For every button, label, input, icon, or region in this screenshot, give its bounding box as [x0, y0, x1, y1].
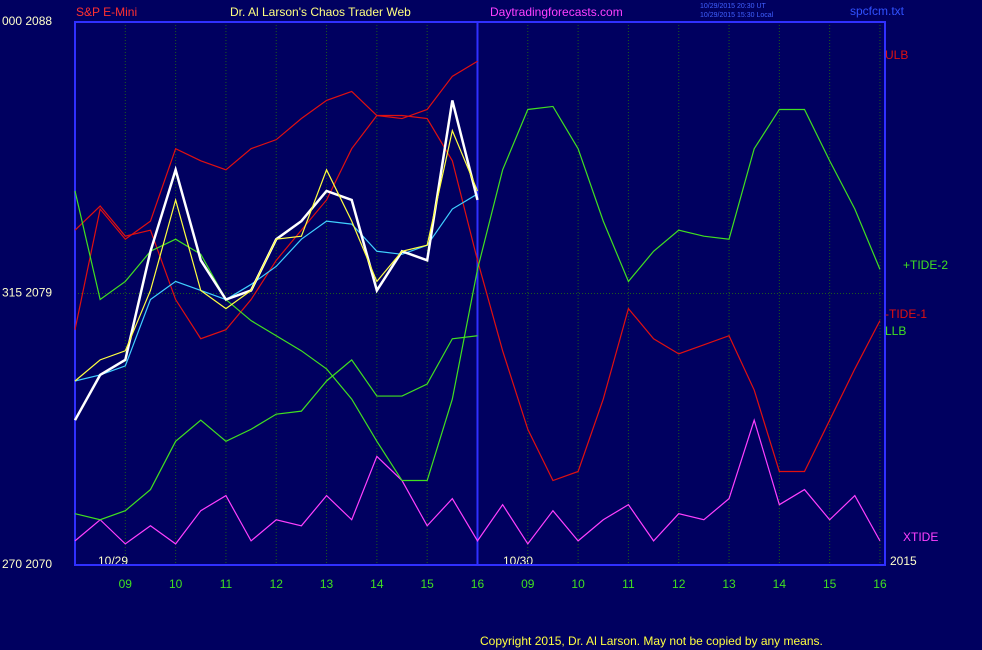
series-line [74, 105, 881, 482]
x-tick-label: 12 [270, 577, 284, 591]
y-tick-label: 270 2070 [2, 557, 52, 571]
x-tick-label: 13 [320, 577, 334, 591]
file-name: spcfcm.txt [850, 4, 905, 18]
instrument: S&P E-Mini [76, 5, 137, 19]
series-line [74, 60, 478, 330]
series-line [74, 193, 478, 382]
x-tick-label: 15 [823, 577, 837, 591]
x-tick-label: 16 [471, 577, 485, 591]
copyright: Copyright 2015, Dr. Al Larson. May not b… [480, 634, 823, 648]
x-tick-label: 09 [521, 577, 535, 591]
x-tick-label: 14 [370, 577, 384, 591]
y-tick-label: 000 2088 [2, 14, 52, 28]
date-label: 10/29 [98, 554, 128, 568]
date-label: 2015 [890, 554, 917, 568]
series-line [74, 418, 881, 545]
x-tick-label: 10 [169, 577, 183, 591]
x-tick-label: 14 [773, 577, 787, 591]
x-tick-label: 11 [220, 577, 233, 591]
x-tick-label: 11 [622, 577, 635, 591]
plot-frame [74, 21, 886, 566]
chart-title: Dr. Al Larson's Chaos Trader Web [230, 5, 411, 19]
timestamp: 10/29/2015 15:30 Local [700, 12, 774, 19]
x-tick-label: 13 [722, 577, 736, 591]
series-label: +TIDE-2 [903, 258, 948, 272]
x-tick-label: 10 [571, 577, 585, 591]
series-label: -TIDE-1 [885, 307, 927, 321]
date-label: 10/30 [503, 554, 533, 568]
x-tick-label: 09 [119, 577, 133, 591]
series-line [74, 128, 479, 382]
series-label: LLB [885, 324, 906, 338]
x-tick-label: 15 [420, 577, 434, 591]
series-line [74, 114, 881, 482]
x-tick-label: 12 [672, 577, 686, 591]
site: Daytradingforecasts.com [490, 5, 623, 19]
timestamp: 10/29/2015 20:30 UT [700, 3, 766, 10]
series-line [74, 335, 478, 521]
series-label: ULB [885, 48, 908, 62]
x-tick-label: 16 [873, 577, 887, 591]
y-tick-label: 315 2079 [2, 286, 52, 300]
series-label: XTIDE [903, 530, 938, 544]
